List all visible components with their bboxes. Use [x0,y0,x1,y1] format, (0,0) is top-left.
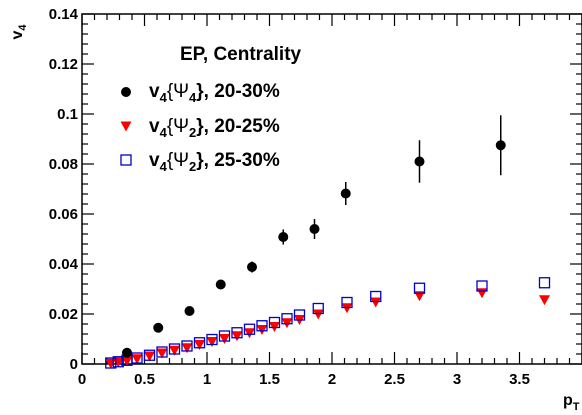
legend-entry-2: v4{Ψ2}, 20-25% [149,116,280,140]
data-point-filled-circle [215,279,226,290]
y-axis-label: v4 [9,24,29,40]
y-tick-label: 0.1 [57,106,78,123]
data-point-open-square [281,313,293,325]
y-tick-label: 0.12 [49,56,78,73]
y-axis-label-sub: 4 [17,24,29,31]
data-point-filled-circle [122,347,132,358]
data-point-down-triangle [312,309,324,320]
x-tick-label: 0.5 [134,371,155,388]
data-point-filled-circle [278,232,289,242]
data-point-filled-circle [247,262,257,272]
data-point-filled-circle [153,322,164,333]
data-point-open-square [193,337,206,349]
legend-header: EP, Centrality [180,44,302,65]
y-tick-label: 0 [70,356,78,373]
x-axis-label: pT [563,392,580,413]
data-point-open-square [268,316,281,329]
data-point-open-square [476,280,488,292]
data-point-open-square [181,340,193,352]
x-tick-label: 2 [328,371,336,388]
legend-marker-down-triangle [120,121,132,132]
axis-ticks [81,13,582,365]
y-tick-label: 0.02 [49,306,78,323]
data-point-down-triangle [131,354,143,365]
data-point-down-triangle [219,334,230,344]
legend-entry-1: v4{Ψ4}, 20-30% [149,81,280,105]
data-marks [105,115,551,369]
data-point-open-square [231,327,243,339]
data-point-down-triangle [156,348,168,359]
data-point-open-square [293,309,306,321]
data-point-down-triangle [539,295,550,306]
x-tick-label: 0 [78,371,86,388]
data-point-open-square [156,346,168,358]
y-tick-label: 0.14 [49,6,79,23]
data-point-down-triangle [169,345,180,356]
data-point-open-square [413,282,426,294]
legend-marker-open-square [120,154,132,166]
legend-entry-3: v4{Ψ2}, 25-30% [149,150,280,174]
data-point-open-square [312,302,324,315]
y-tick-label: 0.08 [49,156,78,173]
data-point-open-square [370,290,382,303]
x-tick-label: 3 [453,371,461,388]
data-point-down-triangle [181,343,193,354]
legend-marker-filled-circle [121,87,131,97]
data-point-down-triangle [194,340,205,350]
x-tick-label: 1.5 [259,371,280,388]
data-point-open-square [243,323,256,335]
data-point-open-square [218,330,231,342]
legend-markers [120,87,132,166]
data-point-open-square [105,357,117,369]
data-point-down-triangle [370,297,382,308]
data-point-open-square [131,352,143,364]
data-point-open-square [341,296,353,309]
data-point-down-triangle [341,303,353,314]
data-point-open-square [538,277,551,289]
data-point-open-square [256,320,268,332]
x-axis-label-sub: T [573,401,580,413]
y-tick-labels: 0 0.02 0.04 0.06 0.08 0.1 0.12 0.14 [49,6,79,373]
y-tick-label: 0.06 [49,206,78,223]
data-point-filled-circle [414,156,425,167]
data-point-down-triangle [256,325,268,335]
x-tick-label: 2.5 [384,371,405,388]
data-point-down-triangle [206,337,218,347]
x-tick-label: 1 [203,371,211,388]
legend: EP, Centrality v4{Ψ4}, 20-30% v4{Ψ2}, 20… [120,44,302,174]
data-point-filled-circle [184,306,195,316]
data-point-down-triangle [244,328,255,339]
data-point-open-square [206,333,218,346]
x-tick-labels: 0 0.5 1 1.5 2 2.5 3 3.5 [78,371,530,388]
plot-frame [81,13,582,365]
x-tick-label: 3.5 [509,371,530,388]
data-point-down-triangle [121,356,133,367]
data-point-down-triangle [231,331,243,342]
data-point-filled-circle [340,188,351,199]
y-tick-label: 0.04 [49,256,79,273]
data-point-down-triangle [144,351,155,362]
y-axis-label-main: v [9,31,26,40]
data-point-filled-circle [309,224,320,234]
x-axis-label-main: p [563,392,573,409]
data-point-open-square [112,356,124,368]
data-point-open-square [168,343,181,355]
data-point-down-triangle [476,288,488,299]
data-point-open-square [143,349,156,361]
data-point-filled-circle [495,140,506,151]
